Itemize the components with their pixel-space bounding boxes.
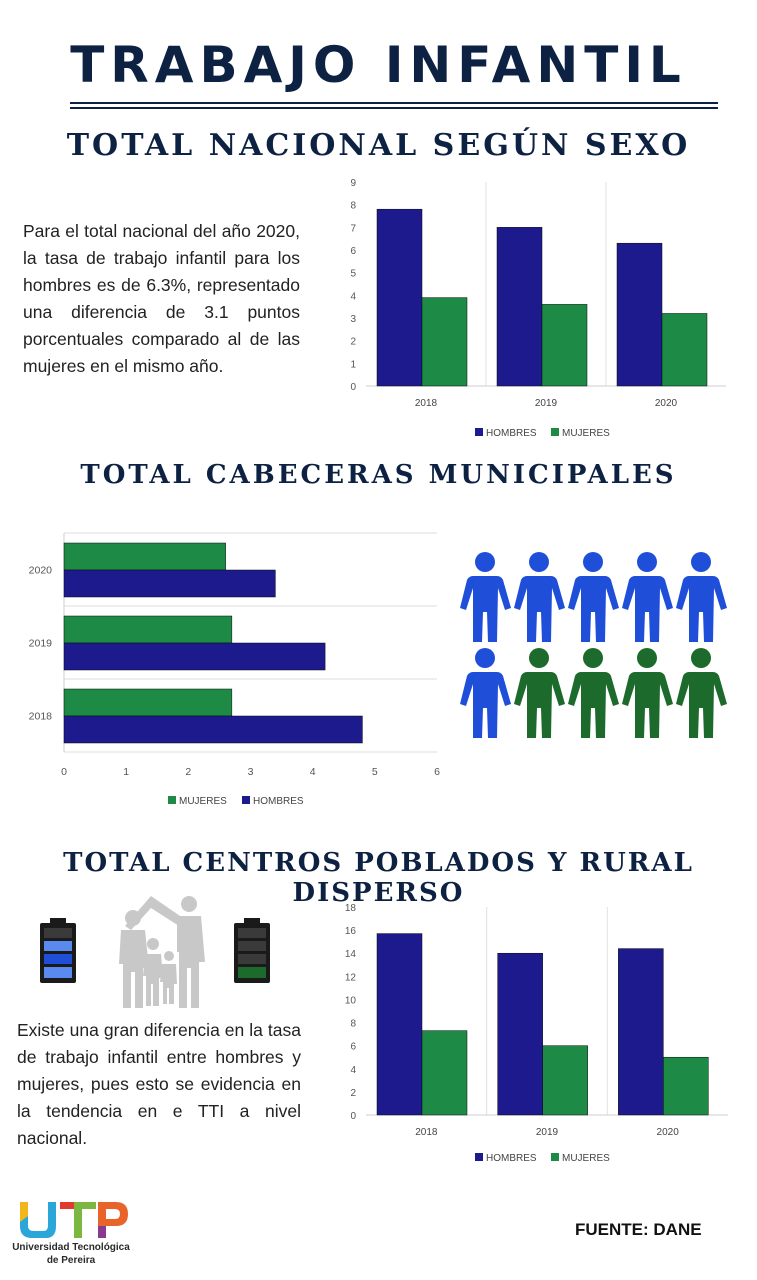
y-tick-label: 6 [350,246,356,257]
title-rule-bottom [70,107,718,109]
x-tick-label: 1 [123,766,129,778]
y-tick-label: 9 [350,178,356,189]
x-tick-label: 2019 [536,1127,559,1138]
person-icon [460,648,511,738]
legend-swatch-hombres [475,1153,483,1161]
legend-label-mujeres: MUJERES [562,428,610,439]
bar-mujeres-2019 [542,1045,588,1116]
y-tick-label: 12 [345,972,357,983]
logo-text-line2: de Pereira [46,1255,96,1266]
legend-label-mujeres: MUJERES [179,796,227,807]
person-icon [460,552,511,642]
bar-hombres-2018 [376,208,423,387]
bar-hombres-2020 [618,948,664,1116]
chart-cabeceras: 0 1 2 3 4 5 6 2020 2019 2018 MUJERES HOMBRES [29,532,440,807]
bar-hombres-2018 [63,715,363,744]
chart-centros-poblados: 0 2 4 6 8 10 12 14 16 18 2018 2019 2020 HOMBRES MUJERE… [345,903,728,1164]
y-tick-label: 2020 [29,565,53,577]
x-tick-label: 2019 [535,398,558,409]
x-tick-label: 0 [61,766,67,778]
bar-mujeres-2019 [541,304,588,387]
y-tick-label: 2 [350,337,356,348]
bar-hombres-2020 [63,569,276,598]
person-icon [676,552,727,642]
x-tick-label: 5 [372,766,378,778]
legend-swatch-hombres [242,796,250,804]
source-label: FUENTE: DANE [575,1220,702,1239]
chart-total-nacional: 0 1 2 3 4 5 6 7 8 9 2018 2019 2020 HOMBRES MUJERES [350,178,726,439]
legend-label-hombres: HOMBRES [486,1153,537,1164]
legend-swatch-mujeres [551,428,559,436]
bar-mujeres-2018 [421,1030,468,1116]
y-tick-label: 14 [345,949,357,960]
person-icon [514,648,565,738]
y-tick-label: 4 [350,1065,356,1076]
person-icon [514,552,565,642]
bar-mujeres-2018 [63,688,233,717]
person-icon [568,648,619,738]
y-tick-label: 5 [350,269,356,280]
person-icon [676,648,727,738]
bar-mujeres-2020 [663,1056,709,1116]
y-tick-label: 2 [350,1088,356,1099]
bar-hombres-2019 [496,227,543,387]
x-tick-label: 2020 [655,398,678,409]
legend-label-hombres: HOMBRES [253,796,304,807]
x-tick-label: 2018 [415,1127,438,1138]
y-tick-label: 18 [345,903,357,914]
y-tick-label: 2018 [29,711,53,723]
person-icon [568,552,619,642]
y-tick-label: 0 [350,382,356,393]
y-tick-label: 2019 [29,638,53,650]
section3-title: TOTAL CENTROS POBLADOS Y RURAL DISPERSO [63,848,694,908]
legend-swatch-mujeres [168,796,176,804]
y-tick-label: 0 [350,1111,356,1122]
person-icon [622,552,673,642]
battery-blue-icon [40,918,76,983]
x-tick-label: 2020 [657,1127,680,1138]
family-icon [119,896,205,1008]
y-tick-label: 7 [350,223,356,234]
y-tick-label: 8 [350,1019,356,1030]
bar-hombres-2019 [63,642,326,671]
legend-label-mujeres: MUJERES [562,1153,610,1164]
person-icon [622,648,673,738]
x-tick-label: 3 [248,766,254,778]
y-tick-label: 4 [350,291,356,302]
legend-swatch-hombres [475,428,483,436]
legend-label-hombres: HOMBRES [486,428,537,439]
bar-hombres-2018 [376,933,423,1116]
title-rule-top [70,102,718,104]
bar-mujeres-2019 [63,615,233,644]
utp-logo [20,1202,128,1238]
page-title: TRABAJO INFANTIL [70,36,687,94]
x-tick-label: 6 [434,766,440,778]
bar-mujeres-2020 [661,313,708,387]
bar-mujeres-2018 [421,297,468,387]
x-tick-label: 2018 [415,398,438,409]
logo-text-line1: Universidad Tecnológica [12,1242,130,1253]
y-tick-label: 6 [350,1042,356,1053]
y-tick-label: 8 [350,201,356,212]
section3-text: Existe una gran diferencia en la tasa de… [17,1020,301,1148]
y-tick-label: 16 [345,926,357,937]
people-icon-grid [460,552,727,738]
battery-green-icon [234,918,270,983]
legend-swatch-mujeres [551,1153,559,1161]
section1-title: TOTAL NACIONAL SEGÚN SEXO [66,128,691,163]
bar-hombres-2019 [497,952,543,1116]
section1-text: Para el total nacional del año 2020, la … [23,221,300,376]
x-tick-label: 2 [185,766,191,778]
bar-hombres-2020 [616,242,663,387]
section2-title: TOTAL CABECERAS MUNICIPALES [80,460,677,490]
y-tick-label: 1 [350,359,356,370]
y-tick-label: 3 [350,314,356,325]
x-tick-label: 4 [310,766,316,778]
y-tick-label: 10 [345,995,357,1006]
bar-mujeres-2020 [63,542,226,571]
